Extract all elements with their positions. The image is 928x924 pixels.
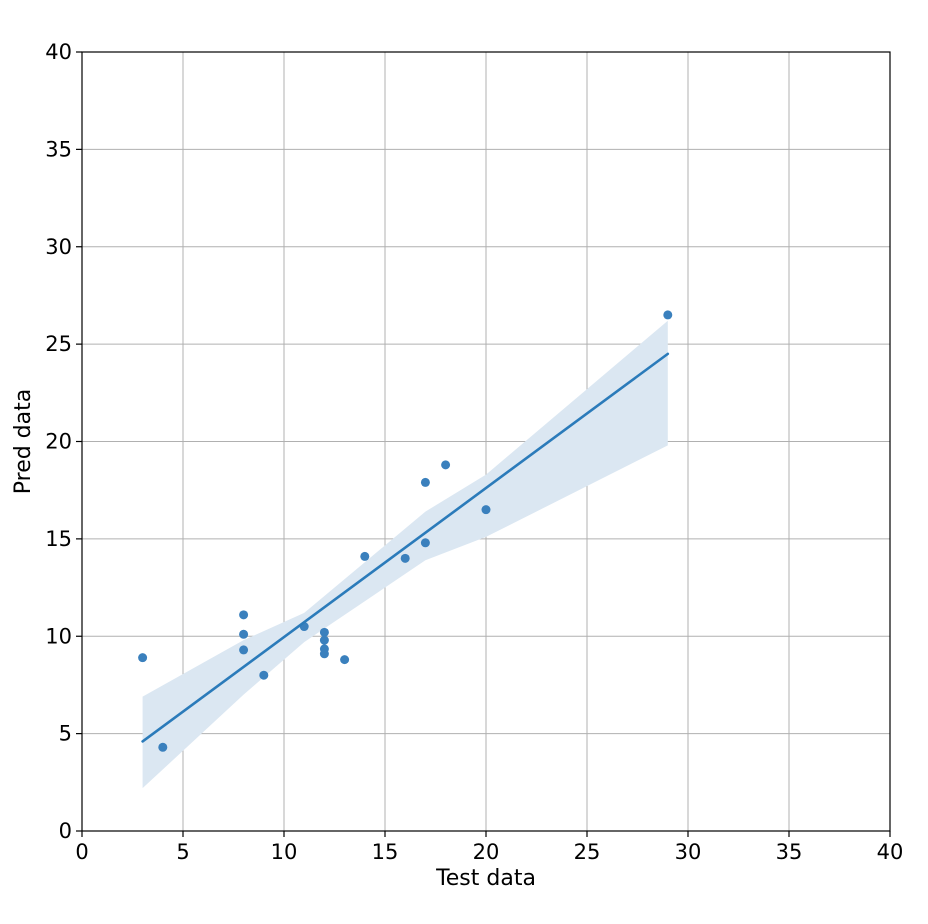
x-tick-label: 20: [473, 840, 500, 864]
regression-line: [141, 352, 670, 743]
y-tick-label: 25: [45, 332, 72, 356]
x-tick-label: 35: [776, 840, 803, 864]
x-tick-label: 15: [372, 840, 399, 864]
x-tick-label: 25: [574, 840, 601, 864]
data-point: [239, 610, 249, 620]
y-tick-label: 0: [59, 819, 72, 843]
x-tick-labels: 0 5 10 15 20 25 30 35 40: [75, 840, 903, 864]
x-tick-label: 30: [675, 840, 702, 864]
y-tick-label: 15: [45, 527, 72, 551]
x-axis-label: Test data: [435, 866, 536, 891]
data-point: [138, 653, 148, 663]
data-point: [400, 553, 410, 563]
data-point: [319, 627, 329, 637]
x-tick-label: 5: [176, 840, 189, 864]
y-tick-label: 5: [59, 722, 72, 746]
y-tick-label: 35: [45, 137, 72, 161]
data-point: [663, 310, 673, 320]
data-point: [239, 629, 249, 639]
regression-line-group: [141, 352, 670, 743]
y-tick-label: 20: [45, 430, 72, 454]
y-tick-label: 30: [45, 235, 72, 259]
data-point: [158, 742, 168, 752]
data-point: [481, 505, 491, 515]
y-tick-label: 40: [45, 40, 72, 64]
data-point: [420, 477, 430, 487]
data-point: [441, 460, 451, 470]
x-tick-label: 0: [75, 840, 88, 864]
data-point: [239, 645, 249, 655]
data-point: [319, 635, 329, 645]
data-point: [319, 649, 329, 659]
data-points: [138, 310, 673, 752]
y-axis-label: Pred data: [11, 389, 36, 495]
data-point: [420, 538, 430, 548]
data-point: [259, 670, 269, 680]
y-tick-labels: 0 5 10 15 20 25 30 35 40: [45, 40, 72, 843]
tick-marks: [76, 51, 891, 837]
data-point: [360, 551, 370, 561]
x-tick-label: 40: [877, 840, 904, 864]
y-tick-label: 10: [45, 624, 72, 648]
x-tick-label: 10: [271, 840, 298, 864]
data-point: [340, 655, 350, 665]
